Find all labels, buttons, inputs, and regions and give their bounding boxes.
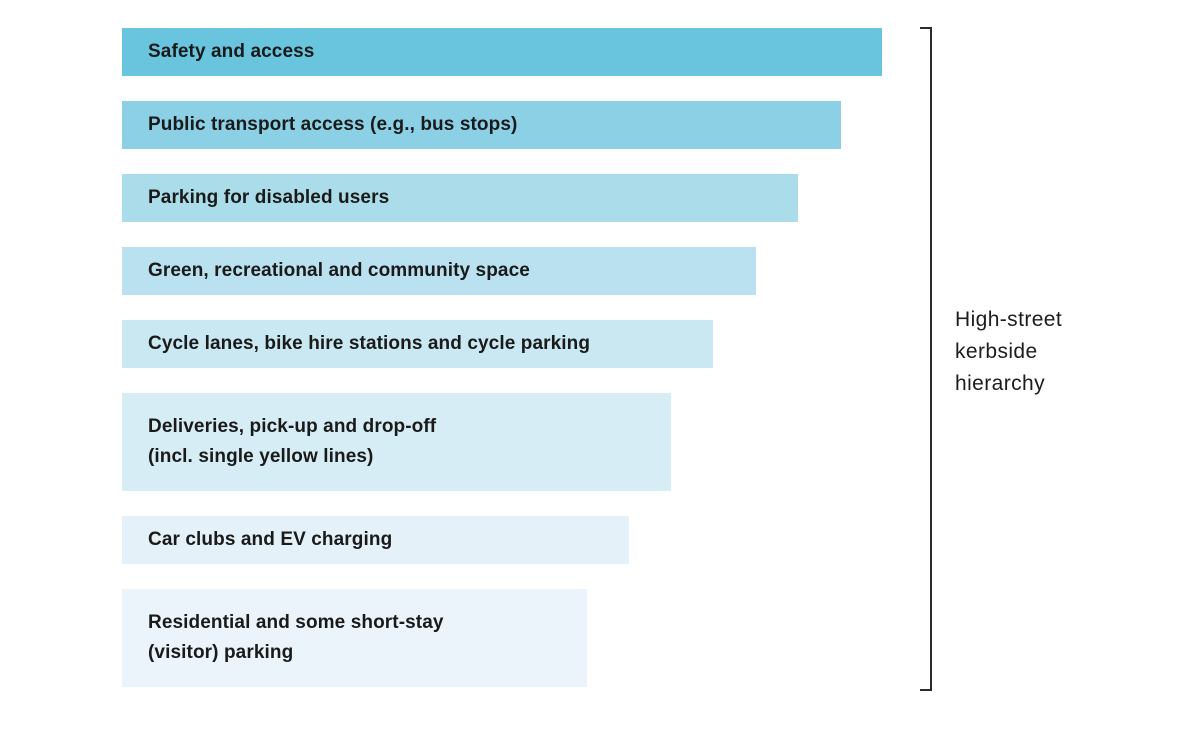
bar-label: Cycle lanes, bike hire stations and cycl… — [148, 333, 591, 354]
caption-line-1: High-street — [955, 308, 1063, 331]
figure-caption: High-street kerbside hierarchy — [955, 304, 1062, 400]
hierarchy-bar-8: Residential and some short-stay (visitor)… — [122, 589, 587, 687]
caption-line-3: hierarchy — [955, 372, 1045, 395]
bar-label: Green, recreational and community space — [148, 260, 530, 281]
bar-label: Safety and access — [148, 41, 315, 62]
hierarchy-bar-7: Car clubs and EV charging — [122, 516, 629, 564]
bar-label: Public transport access (e.g., bus stops… — [148, 114, 518, 135]
caption-line-2: kerbside — [955, 340, 1038, 363]
bar-list: Safety and access Public transport access… — [122, 28, 882, 687]
bar-label: (visitor) parking — [148, 642, 294, 663]
hierarchy-bar-5: Cycle lanes, bike hire stations and cycl… — [122, 320, 713, 368]
hierarchy-bar-3: Parking for disabled users — [122, 174, 798, 222]
bar-label: Residential and some short-stay — [148, 612, 444, 633]
bar-label: Deliveries, pick-up and drop-off — [148, 416, 437, 437]
bar-label: Car clubs and EV charging — [148, 529, 393, 550]
bar-label: Parking for disabled users — [148, 187, 390, 208]
right-bracket — [920, 27, 932, 691]
bar-label: (incl. single yellow lines) — [148, 446, 374, 467]
hierarchy-bar-2: Public transport access (e.g., bus stops… — [122, 101, 841, 149]
hierarchy-bar-4: Green, recreational and community space — [122, 247, 756, 295]
hierarchy-bar-6: Deliveries, pick-up and drop-off (incl. s… — [122, 393, 671, 491]
hierarchy-bar-1: Safety and access — [122, 28, 882, 76]
